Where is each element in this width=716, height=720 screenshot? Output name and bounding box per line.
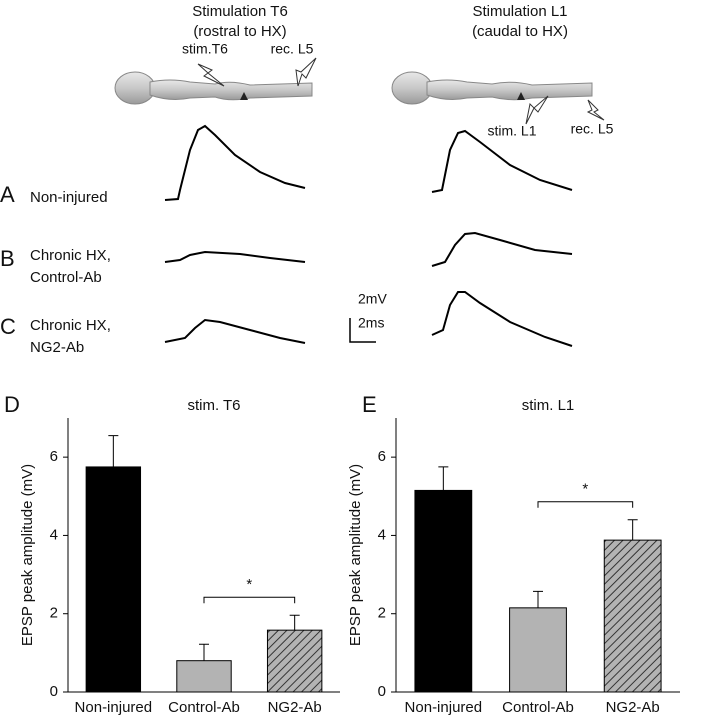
left-title: Stimulation T6 — [192, 3, 288, 20]
spinal-cord-right — [391, 71, 605, 125]
bar — [85, 466, 142, 693]
stim-label: stim.T6 — [182, 41, 228, 57]
scale-label: 2mV — [358, 291, 387, 307]
y-axis-label: EPSP peak amplitude (mV) — [19, 464, 36, 646]
y-tick-label: 6 — [50, 448, 58, 465]
y-axis-label: EPSP peak amplitude (mV) — [347, 464, 364, 646]
x-tick-label: Non-injured — [75, 699, 153, 716]
right-subtitle: (caudal to HX) — [472, 23, 568, 40]
error-bar — [438, 466, 449, 491]
error-bar — [533, 590, 543, 608]
scale-label: 2ms — [358, 315, 384, 331]
trace — [431, 291, 573, 347]
left-subtitle: (rostral to HX) — [193, 23, 286, 40]
bar — [603, 539, 662, 693]
significance-label: * — [582, 481, 588, 498]
trace — [431, 231, 573, 267]
significance-label: * — [246, 576, 252, 593]
panel-letter: E — [362, 392, 377, 417]
bar — [414, 489, 473, 693]
chart-title: stim. L1 — [522, 397, 575, 414]
chart-title: stim. T6 — [187, 397, 240, 414]
row-label: Chronic HX, — [30, 317, 111, 334]
row-letter: B — [0, 246, 15, 271]
row-letter: A — [0, 182, 15, 207]
stim-label: stim. L1 — [487, 123, 536, 139]
y-tick-label: 2 — [50, 605, 58, 622]
y-tick-label: 4 — [50, 526, 58, 543]
bar — [176, 660, 232, 693]
bar — [509, 607, 567, 693]
y-tick-label: 0 — [50, 683, 58, 700]
trace — [164, 250, 306, 263]
bar — [266, 629, 323, 693]
rec-label: rec. L5 — [271, 41, 314, 57]
x-tick-label: NG2-Ab — [268, 699, 322, 716]
row-label: NG2-Ab — [30, 339, 84, 356]
row-letter: C — [0, 314, 16, 339]
panel-letter: D — [4, 392, 20, 417]
trace — [164, 124, 306, 201]
error-bar — [108, 435, 119, 467]
scale-bar — [349, 318, 376, 343]
trace — [164, 318, 306, 344]
spinal-cord-left — [114, 57, 317, 105]
right-title: Stimulation L1 — [472, 3, 567, 20]
x-tick-label: Control-Ab — [502, 699, 574, 716]
significance-bracket — [203, 596, 296, 604]
x-tick-label: Control-Ab — [168, 699, 240, 716]
trace — [431, 129, 573, 193]
y-tick-label: 4 — [378, 526, 386, 543]
x-tick-label: Non-injured — [405, 699, 483, 716]
y-tick-label: 6 — [378, 448, 386, 465]
x-tick-label: NG2-Ab — [606, 699, 660, 716]
row-label: Control-Ab — [30, 269, 102, 286]
error-bar — [289, 614, 300, 631]
row-label: Non-injured — [30, 189, 108, 206]
significance-bracket — [537, 501, 634, 508]
error-bar — [199, 643, 209, 661]
rec-label: rec. L5 — [571, 121, 614, 137]
row-label: Chronic HX, — [30, 247, 111, 264]
y-tick-label: 0 — [378, 683, 386, 700]
error-bar — [627, 519, 638, 541]
y-tick-label: 2 — [378, 605, 386, 622]
